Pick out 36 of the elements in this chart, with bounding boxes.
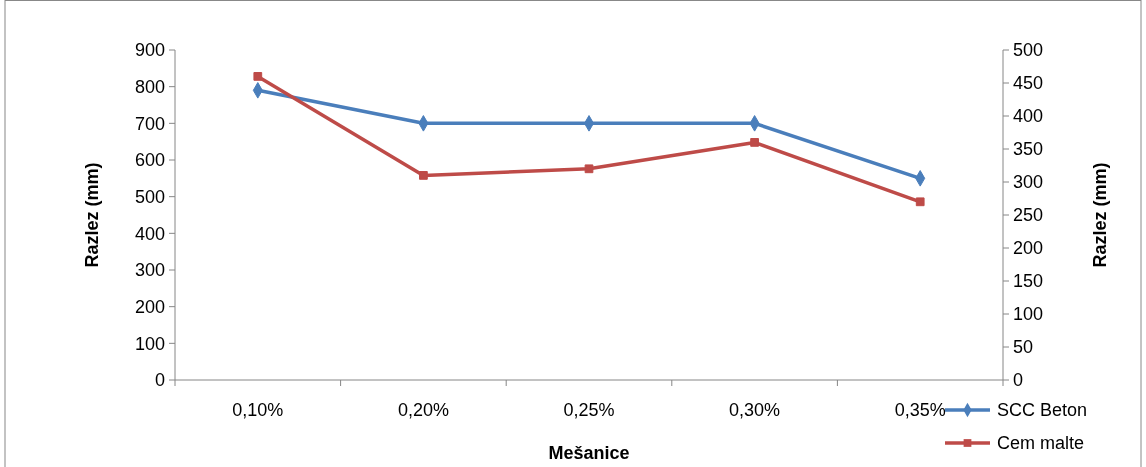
y2-tick-label: 150 [1013, 271, 1044, 292]
point [253, 72, 263, 81]
y2-tick-label: 350 [1013, 139, 1044, 160]
y-tick-label: 500 [134, 186, 165, 207]
y2-tick-label: 200 [1013, 238, 1044, 259]
y2-tick-label: 400 [1013, 106, 1044, 127]
y2-tick-label: 0 [1013, 370, 1024, 391]
y2-tick-label: 450 [1013, 73, 1044, 94]
y2-tick-label: 100 [1013, 304, 1044, 325]
y-axis-title: Razlez (mm) [82, 162, 102, 268]
y2-axis-title: Razlez (mm) [1090, 162, 1110, 268]
y-tick-label: 600 [134, 150, 165, 171]
legend-label: Cem malte [997, 433, 1085, 454]
y-tick-label: 200 [134, 296, 165, 317]
point [915, 197, 925, 207]
x-tick-label: 0,10% [232, 400, 284, 420]
x-axis-title: Mešanice [548, 443, 630, 463]
y-tick-label: 700 [134, 113, 165, 134]
y2-tick-label: 50 [1013, 337, 1034, 358]
legend-label: SCC Beton [997, 400, 1088, 421]
y-tick-label: 0 [154, 370, 165, 391]
point [419, 171, 428, 180]
x-tick-label: 0,30% [729, 400, 781, 420]
x-tick-label: 0,25% [563, 400, 615, 420]
point [750, 138, 759, 147]
x-tick-label: 0,35% [894, 400, 946, 420]
y-tick-label: 100 [134, 333, 165, 354]
y-tick-label: 300 [134, 260, 165, 281]
point [584, 164, 594, 174]
y-tick-label: 900 [134, 40, 165, 61]
y2-tick-label: 500 [1013, 40, 1044, 61]
y-tick-label: 800 [134, 76, 165, 97]
y2-tick-label: 250 [1013, 205, 1044, 226]
x-tick-label: 0,20% [397, 400, 449, 420]
y2-tick-label: 300 [1013, 172, 1044, 193]
y-tick-label: 400 [134, 223, 165, 244]
